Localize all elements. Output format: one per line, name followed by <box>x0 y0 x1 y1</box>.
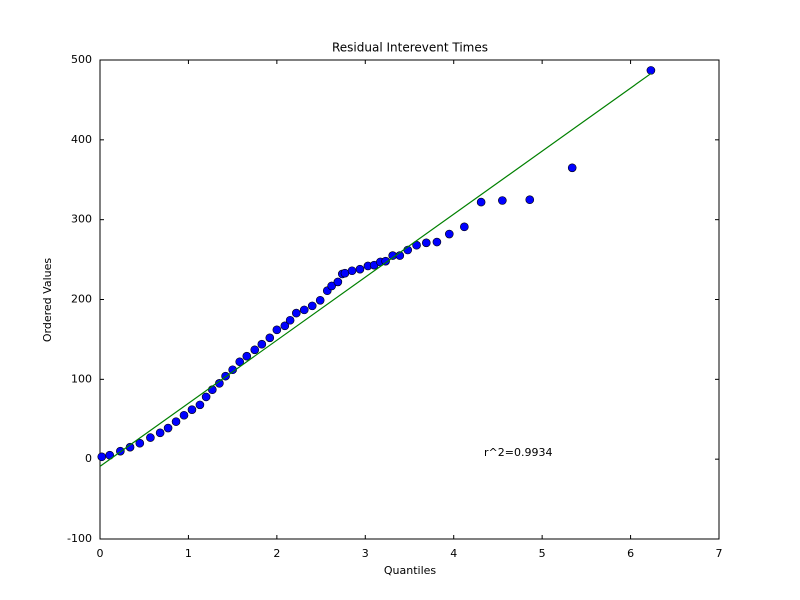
point <box>280 321 290 331</box>
point <box>525 195 535 205</box>
y-tick-label: 200 <box>71 293 92 306</box>
point <box>135 438 145 448</box>
y-tick-label: 300 <box>71 213 92 226</box>
x-axis-label: Quantiles <box>384 564 437 577</box>
point <box>444 229 454 239</box>
point <box>235 357 245 367</box>
annotation: r^2=0.9934 <box>484 446 552 459</box>
y-axis-label: Ordered Values <box>41 258 54 342</box>
point <box>163 423 173 433</box>
x-tick-label: 3 <box>362 547 369 560</box>
point <box>242 351 252 361</box>
y-tick-label: 100 <box>71 372 92 385</box>
x-tick-label: 2 <box>273 547 280 560</box>
point <box>567 163 577 173</box>
point <box>179 410 189 420</box>
point <box>257 339 267 349</box>
point <box>646 66 656 75</box>
point <box>250 345 260 355</box>
y-tick-label: 500 <box>71 53 92 66</box>
point <box>498 196 507 205</box>
point <box>285 315 295 325</box>
y-tick-label: 400 <box>71 133 92 146</box>
point <box>272 325 282 335</box>
point <box>460 222 469 232</box>
point <box>422 238 431 248</box>
point <box>347 266 357 276</box>
point <box>187 405 197 414</box>
fit-line <box>99 73 652 467</box>
point <box>215 379 224 388</box>
point <box>299 305 309 315</box>
chart-title: Residual Interevent Times <box>332 41 488 55</box>
x-tick-label: 7 <box>716 547 723 560</box>
point <box>381 256 390 266</box>
point <box>97 452 107 462</box>
point <box>432 237 442 247</box>
point <box>201 392 211 402</box>
point <box>292 308 301 318</box>
point <box>333 277 343 287</box>
x-tick-label: 4 <box>450 547 457 560</box>
point <box>171 417 181 426</box>
point <box>476 197 486 207</box>
y-tick-label: 0 <box>85 452 92 465</box>
point <box>228 365 237 375</box>
y-tick-label: -100 <box>67 532 92 545</box>
point <box>265 333 275 343</box>
point <box>327 281 336 291</box>
point <box>155 428 165 438</box>
x-tick-label: 6 <box>627 547 634 560</box>
x-tick-label: 1 <box>185 547 192 560</box>
point <box>146 433 155 442</box>
point <box>195 400 205 410</box>
point <box>355 264 365 274</box>
point <box>315 295 325 305</box>
x-tick-label: 5 <box>539 547 546 560</box>
point <box>307 301 317 311</box>
x-tick-label: 0 <box>97 547 104 560</box>
